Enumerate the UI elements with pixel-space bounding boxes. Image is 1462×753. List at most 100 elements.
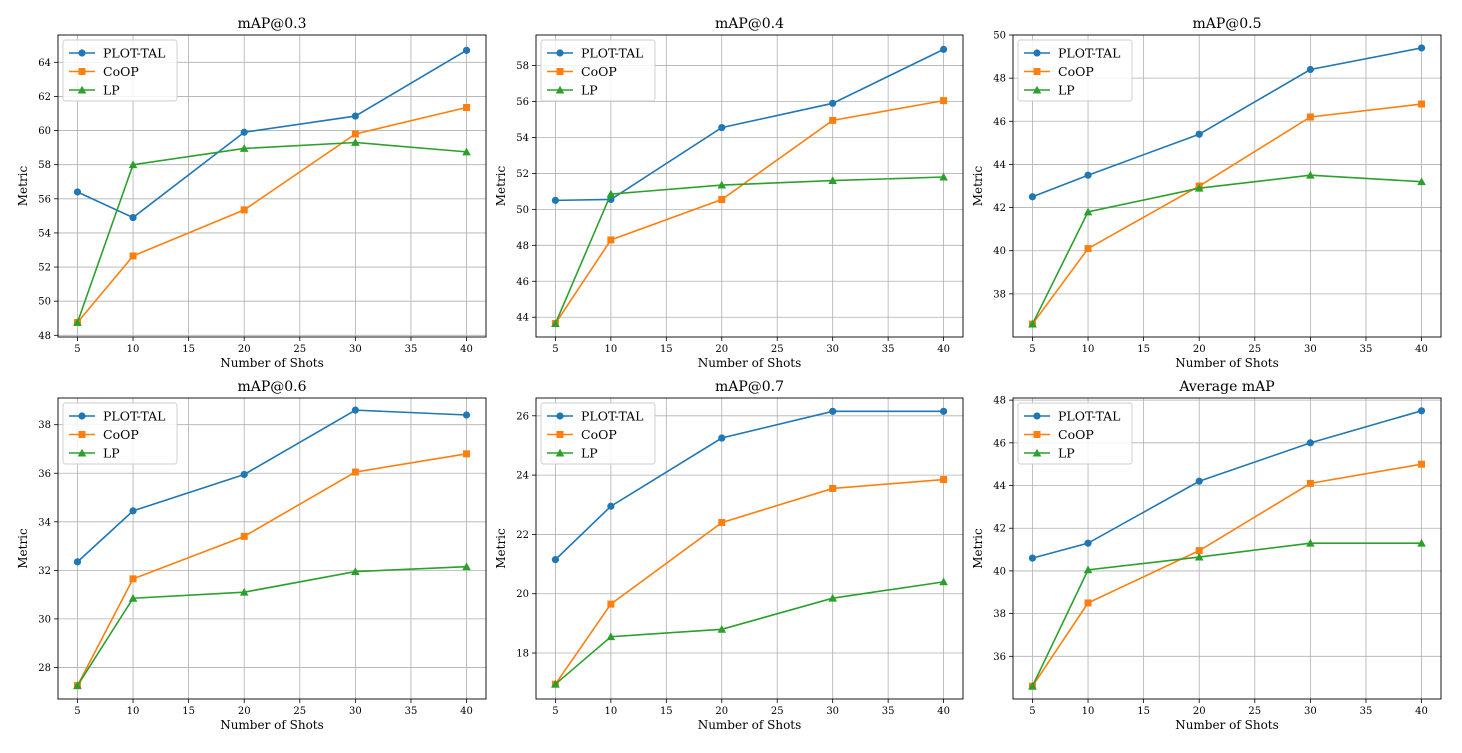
- series-lp: [1028, 170, 1426, 328]
- legend-label: LP: [103, 446, 120, 461]
- legend-marker: [556, 412, 564, 420]
- chart-title: mAP@0.7: [715, 379, 784, 395]
- series-plot-tal: [551, 45, 948, 204]
- y-tick-label: 60: [38, 126, 51, 137]
- legend: PLOT-TAL CoOP LP: [62, 402, 178, 465]
- legend-marker: [78, 68, 86, 75]
- x-tick-label: 35: [882, 344, 895, 355]
- legend: PLOT-TAL CoOP LP: [1017, 402, 1133, 465]
- data-point: [1084, 599, 1092, 607]
- data-point: [1083, 565, 1093, 574]
- subplot-5: 5 10 15 20 25 30 35 40 18 20 22 24 26 mAP@0.7 Number o…: [494, 379, 964, 732]
- x-tick-label: 25: [293, 344, 306, 355]
- x-tick-label: 5: [552, 706, 558, 717]
- series-plot-tal: [73, 406, 471, 566]
- data-point: [351, 138, 360, 146]
- legend: PLOT-TAL CoOP LP: [1017, 39, 1133, 102]
- y-tick-label: 56: [38, 194, 51, 205]
- x-tick-label: 20: [715, 344, 728, 355]
- series-plot-tal: [551, 407, 948, 564]
- data-point: [828, 176, 837, 185]
- y-tick-label: 58: [516, 61, 529, 72]
- y-tick-label: 28: [38, 663, 51, 674]
- y-tick-label: 52: [516, 169, 529, 180]
- y-tick-label: 56: [516, 97, 529, 108]
- data-point: [829, 484, 837, 492]
- plot-frame: [57, 397, 487, 700]
- legend-marker: [77, 448, 87, 457]
- legend-box: [1017, 402, 1133, 465]
- legend-label: CoOP: [1058, 427, 1094, 442]
- data-point: [351, 406, 359, 414]
- subplot-3: 5 10 15 20 25 30 35 40 38 40 42 44 46 48 50 mAP@0.5 Numb…: [971, 16, 1442, 370]
- x-tick-label: 10: [127, 344, 140, 355]
- legend-marker: [1033, 431, 1041, 438]
- data-point: [1194, 552, 1204, 561]
- data-point: [462, 562, 471, 571]
- x-tick-label: 35: [1360, 344, 1373, 355]
- legend-label: LP: [1058, 446, 1075, 461]
- data-point: [351, 130, 359, 138]
- x-tick-label: 5: [1029, 706, 1035, 717]
- legend-label: LP: [581, 446, 598, 461]
- data-point: [718, 195, 726, 203]
- x-tick-label: 20: [715, 706, 728, 717]
- y-tick-label: 36: [38, 469, 51, 480]
- x-tick-label: 40: [1415, 344, 1428, 355]
- x-tick-label: 30: [826, 344, 839, 355]
- data-point: [551, 556, 560, 564]
- data-point: [462, 411, 471, 419]
- y-tick-label: 30: [38, 614, 51, 625]
- x-tick-label: 15: [660, 706, 673, 717]
- series-lp: [73, 138, 471, 326]
- x-tick-label: 10: [604, 706, 617, 717]
- x-tick-label: 15: [660, 344, 673, 355]
- x-tick-label: 10: [127, 706, 140, 717]
- series-line: [1031, 463, 1422, 687]
- y-tick-label: 52: [38, 263, 51, 274]
- data-point: [239, 144, 249, 152]
- legend-marker: [78, 49, 86, 57]
- data-point: [129, 507, 137, 515]
- y-tick-label: 18: [516, 649, 529, 660]
- x-tick-label: 25: [771, 344, 784, 355]
- x-tick-label: 40: [460, 706, 473, 717]
- series-lp: [73, 562, 471, 690]
- y-tick-label: 54: [38, 228, 51, 239]
- y-tick-label: 50: [993, 31, 1006, 42]
- y-tick-label: 20: [516, 589, 529, 600]
- legend-marker: [78, 412, 86, 420]
- series-line: [1031, 542, 1422, 687]
- x-axis-label: Number of Shots: [1175, 356, 1279, 370]
- legend-label: LP: [1058, 83, 1075, 98]
- y-axis-label: Metric: [16, 528, 30, 569]
- x-tick-label: 25: [771, 706, 784, 717]
- data-point: [240, 470, 248, 479]
- legend-label: LP: [103, 83, 120, 98]
- x-tick-label: 35: [882, 706, 895, 717]
- data-point: [351, 567, 360, 576]
- data-point: [129, 213, 137, 222]
- x-tick-label: 10: [604, 344, 617, 355]
- y-tick-label: 46: [993, 117, 1006, 128]
- y-tick-label: 50: [38, 297, 51, 308]
- grid: [58, 35, 486, 337]
- x-tick-label: 10: [1082, 344, 1095, 355]
- legend-marker: [77, 85, 87, 94]
- data-point: [462, 147, 471, 156]
- legend-marker: [555, 448, 565, 457]
- y-tick-label: 44: [993, 160, 1006, 171]
- data-point: [1195, 477, 1203, 485]
- series-plot-tal: [1028, 407, 1426, 562]
- y-axis-label: Metric: [494, 528, 508, 569]
- legend-marker: [555, 85, 565, 94]
- x-tick-label: 25: [1248, 344, 1261, 355]
- y-tick-label: 48: [516, 241, 529, 252]
- data-point: [607, 236, 615, 244]
- legend-label: CoOP: [103, 64, 139, 79]
- data-point: [1306, 113, 1314, 121]
- y-tick-label: 32: [38, 566, 51, 577]
- data-point: [607, 502, 615, 510]
- legend-box: [1017, 39, 1133, 102]
- data-point: [1028, 554, 1037, 562]
